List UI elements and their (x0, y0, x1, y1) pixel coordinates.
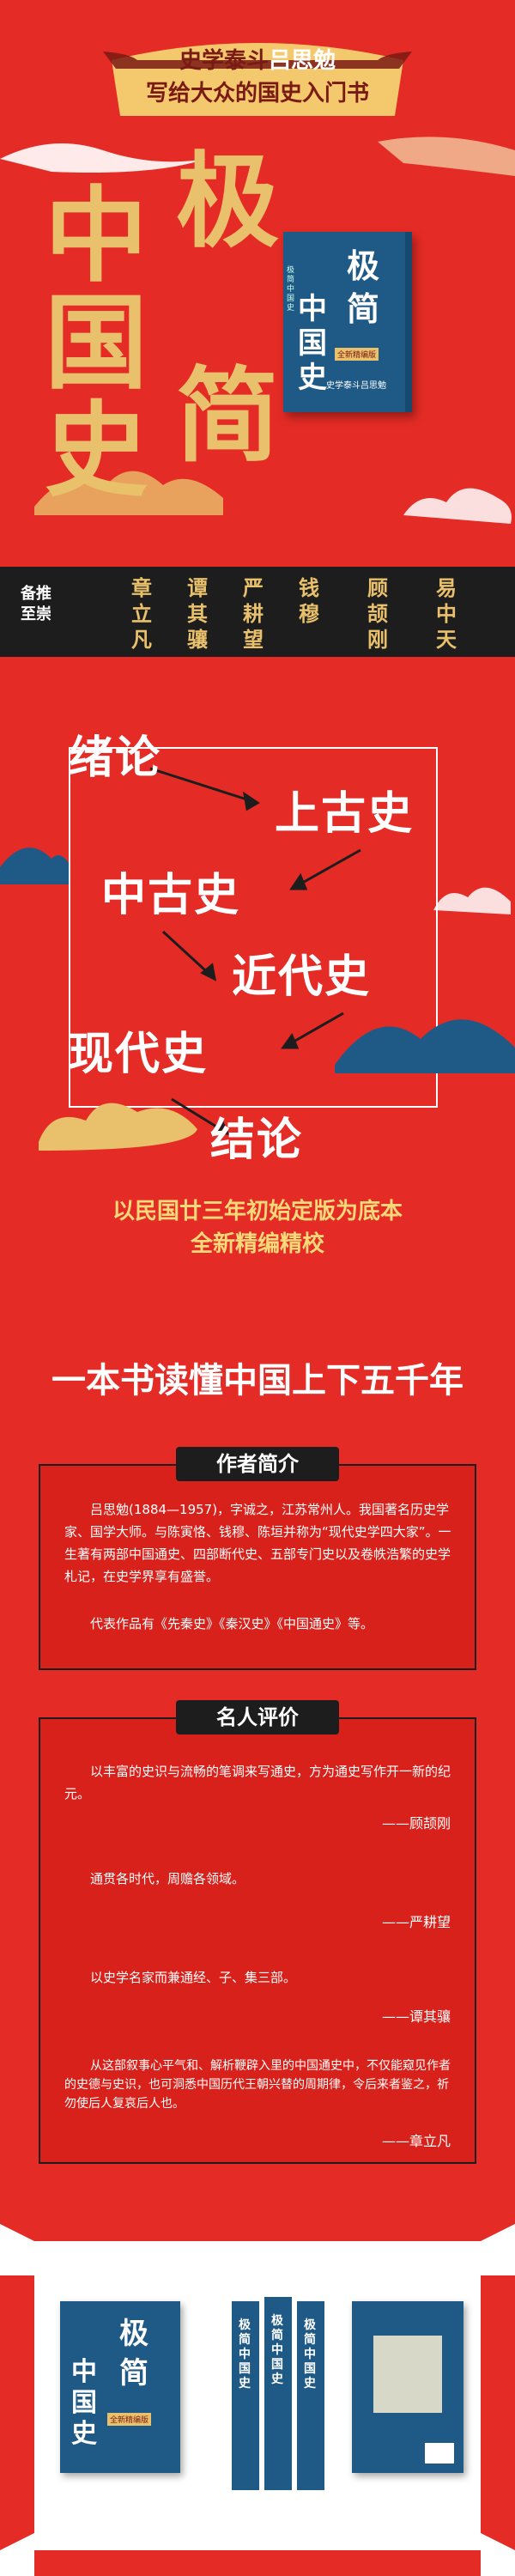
chapter-ancient: 上古史 (275, 788, 415, 840)
author-works: 代表作品有《先秦史》《秦汉史》《中国通史》等。 (90, 1616, 374, 1631)
chapter-arrows (149, 767, 361, 1136)
showcase-badge: 全新精编版 (107, 2413, 152, 2426)
headline: 一本书读懂中国上下五千年 (52, 1361, 464, 1400)
title-char-guo: 国 (45, 283, 148, 404)
blue-wave-decoration (335, 1019, 515, 1073)
recommender-name: 易中天 (436, 576, 457, 652)
chapter-medieval: 中古史 (101, 870, 241, 921)
recommender-name: 钱穆 (299, 576, 319, 626)
review-text: 通贯各时代，周赡各领域。 (90, 1871, 245, 1886)
wave-decoration (34, 471, 223, 515)
showcase-title-right: 极简 (119, 2317, 148, 2391)
right-cloud-decoration (403, 488, 512, 524)
review-author: ——顾颉刚 (381, 1815, 451, 1832)
title-char-ji: 极 (176, 141, 279, 262)
review-text: 从这部叙事心平气和、解析鞭辟入里的中国通史中，不仅能窥见作者的史德与史识，也可洞… (64, 2059, 451, 2111)
top-cloud-decoration (0, 137, 515, 176)
recommend-label: 备推至崇 (21, 585, 52, 623)
chapter-contemporary: 现代史 (69, 1029, 209, 1080)
review-author: ——严耕望 (381, 1914, 451, 1930)
author-panel (39, 1464, 476, 1670)
header-title: 史学泰斗吕思勉 写给大众的国史入门书 (145, 48, 369, 106)
title-char-jian: 简 (176, 355, 279, 477)
book-title-right: 极简 (346, 246, 379, 328)
edition-line1: 以民国廿三年初始定版为底本 (112, 1199, 403, 1224)
recommender-name: 章立凡 (131, 576, 152, 652)
showcase-front-cover: 中国史 极简 全新精编版 (60, 2301, 180, 2473)
spine-title: 极简中国史 (239, 2318, 251, 2391)
showcase-title-left: 中国史 (71, 2357, 97, 2449)
gold-cloud-decoration (39, 1103, 197, 1151)
back-cover-text-block (373, 2336, 442, 2413)
book-badge: 全新精编版 (335, 348, 379, 361)
header-banner (103, 43, 412, 116)
barcode (425, 2443, 454, 2464)
recommender-name: 谭其骧 (187, 576, 208, 652)
recommend-bar (0, 567, 515, 657)
chapter-modern: 近代史 (232, 951, 372, 1003)
spine-title: 极简中国史 (304, 2318, 316, 2391)
review-author: ——谭其骧 (381, 2008, 451, 2025)
edition-line2: 全新精编精校 (190, 1231, 324, 1257)
reviews-panel (39, 1717, 476, 2164)
small-cloud-decoration (433, 887, 511, 914)
showcase-spine: 极简中国史 (264, 2297, 292, 2490)
book-cover: 中国史 极简 极简中国史 全新精编版 史学泰斗吕思勉 (283, 232, 412, 412)
review-text: 以丰富的史识与流畅的笔调来写通史，方为通史写作开一新的纪元。 (64, 1764, 451, 1801)
title-char-zhong: 中 (45, 175, 148, 296)
review-author: ——章立凡 (381, 2133, 451, 2149)
showcase-spine: 极简中国史 (297, 2301, 324, 2490)
author-panel-title: 作者简介 (176, 1447, 339, 1481)
recommender-name: 严耕望 (243, 576, 264, 652)
spine-title: 极简中国史 (271, 2314, 283, 2386)
showcase-spine: 极简中国史 (232, 2301, 259, 2490)
author-bio: 吕思勉(1884—1957)，字诚之，江苏常州人。我国著名历史学家、国学大师。与… (64, 1502, 451, 1584)
book-author: 史学泰斗吕思勉 (326, 381, 386, 391)
reviews-panel-title: 名人评价 (176, 1700, 339, 1735)
chapter-conclusion: 结论 (210, 1115, 304, 1166)
showcase-back-cover (352, 2301, 464, 2473)
left-wave-decoration (0, 848, 69, 884)
chapter-intro: 绪论 (69, 732, 162, 784)
book-title-left: 中国史 (298, 292, 327, 395)
review-text: 以史学名家而兼通经、子、集三部。 (90, 1970, 297, 1985)
chapter-frame (69, 747, 438, 1108)
book-spine-text: 极简中国史 (287, 266, 295, 313)
recommender-name: 顾颉刚 (367, 576, 388, 652)
